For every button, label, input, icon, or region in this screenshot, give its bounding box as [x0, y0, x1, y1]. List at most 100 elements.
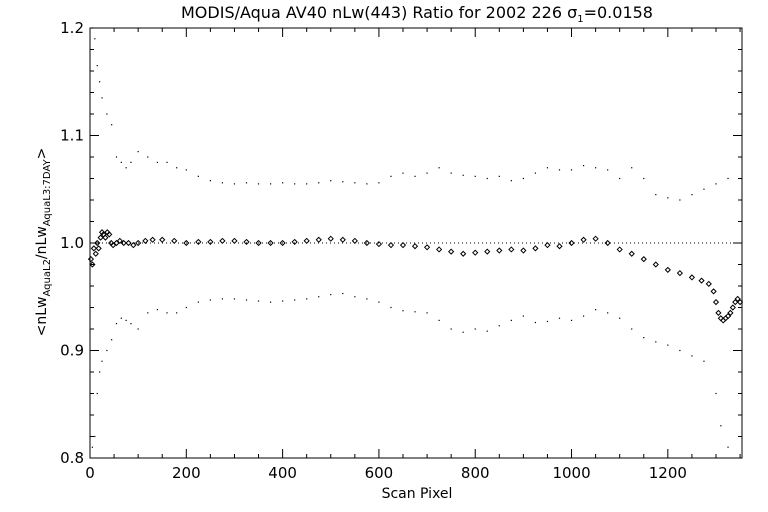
- lower-envelope-point: [546, 320, 549, 323]
- upper-envelope-point: [582, 165, 585, 167]
- mean-ratio-point: [159, 236, 166, 243]
- upper-envelope-point: [679, 199, 681, 201]
- mean-ratio-point: [363, 239, 370, 247]
- lower-envelope-point: [294, 299, 296, 301]
- x-tick-label: 200: [172, 464, 201, 482]
- x-tick-label: 0: [85, 464, 95, 482]
- upper-envelope-point: [390, 175, 392, 177]
- upper-envelope-point: [245, 182, 248, 184]
- upper-envelope-point: [691, 194, 693, 196]
- lower-envelope-point: [342, 292, 344, 295]
- mean-ratio-point: [327, 235, 334, 242]
- mean-ratio-point: [125, 239, 132, 247]
- lower-envelope-point: [233, 298, 236, 300]
- lower-envelope-point: [607, 312, 609, 314]
- mean-ratio-point: [97, 234, 104, 241]
- mean-ratio-point: [688, 274, 696, 281]
- y-label-open: <nLw: [34, 296, 50, 336]
- mean-ratio-point: [110, 242, 117, 249]
- lower-envelope-point: [667, 344, 669, 346]
- mean-ratio-point: [87, 256, 95, 263]
- y-label-sub2: AquaL3:7DAY: [42, 158, 53, 226]
- upper-envelope-point: [486, 177, 488, 180]
- upper-envelope-point: [703, 188, 705, 190]
- mean-ratio-point: [207, 238, 214, 246]
- upper-envelope-point: [99, 81, 101, 83]
- plot-frame: [89, 27, 743, 459]
- upper-envelope-point: [727, 177, 729, 180]
- upper-envelope-point: [558, 169, 561, 171]
- mean-ratio-point: [92, 250, 99, 257]
- upper-envelope-point: [402, 172, 404, 174]
- x-tick-label: 1200: [649, 464, 687, 482]
- mean-ratio-point: [616, 246, 623, 253]
- lower-envelope-point: [703, 360, 705, 362]
- upper-envelope-point: [378, 182, 380, 184]
- upper-envelope-point: [125, 167, 127, 169]
- upper-envelope-point: [147, 156, 149, 158]
- upper-envelope-point: [221, 182, 224, 184]
- upper-envelope-point: [185, 169, 187, 171]
- upper-envelope-point: [282, 182, 284, 184]
- x-tick-label: 400: [268, 464, 297, 482]
- upper-envelope-point: [115, 156, 118, 158]
- title-sigma-symbol: σ: [567, 3, 577, 22]
- y-axis-label: <nLwAquaL2/nLwAquaL3:7DAY>: [34, 148, 53, 337]
- upper-envelope-point: [426, 172, 428, 174]
- mean-ratio-point: [315, 236, 322, 243]
- upper-envelope-point: [570, 169, 573, 171]
- mean-ratio-point: [727, 309, 734, 316]
- lower-envelope-point: [534, 321, 537, 324]
- mean-ratio-point: [135, 239, 142, 247]
- lower-envelope-point: [147, 312, 149, 314]
- y-label-sub1: AquaL2: [42, 259, 53, 296]
- mean-ratio-point: [116, 237, 123, 244]
- lower-envelope-point: [462, 331, 464, 333]
- lower-envelope-point: [450, 328, 452, 330]
- upper-envelope-point: [106, 113, 108, 115]
- upper-envelope-point: [450, 172, 452, 174]
- chart-title: MODIS/Aqua AV40 nLw(443) Ratio for 2002 …: [181, 3, 653, 25]
- lower-envelope-point: [679, 349, 681, 352]
- lower-envelope-point: [111, 339, 113, 341]
- mean-ratio-point: [339, 236, 346, 243]
- lower-envelope-point: [510, 319, 512, 321]
- lower-envelope-point: [330, 294, 332, 296]
- lower-envelope-point: [101, 360, 103, 362]
- lower-envelope-point: [185, 306, 187, 309]
- y-tick-label: 1.2: [60, 19, 84, 37]
- lower-envelope-point: [94, 435, 96, 438]
- lower-envelope-point: [727, 446, 729, 448]
- upper-envelope-point: [643, 177, 645, 180]
- upper-envelope-point: [462, 174, 464, 176]
- upper-envelope-point: [510, 180, 512, 182]
- lower-envelope-point: [99, 371, 101, 373]
- mean-ratio-point: [120, 239, 127, 247]
- lower-envelope-point: [306, 298, 308, 300]
- plot-area: 0 200 400 600 800 1000 1200 0.8 0.9 1.0 1.1 1.2: [60, 19, 744, 482]
- mean-ratio-point: [580, 236, 587, 243]
- x-tick-label: 1000: [552, 464, 590, 482]
- lower-envelope-point: [176, 312, 178, 314]
- lower-envelope-point: [691, 355, 693, 357]
- title-sigma-subscript: 1: [577, 14, 583, 25]
- upper-envelope-point: [474, 175, 476, 177]
- title-prefix: MODIS/Aqua AV40 nLw(443) Ratio for 2002 …: [181, 3, 567, 22]
- mean-ratio-point: [142, 237, 149, 244]
- upper-envelope-point: [101, 97, 103, 99]
- lower-envelope-point: [209, 299, 211, 301]
- upper-envelope-point: [156, 161, 159, 163]
- lower-envelope-point: [125, 319, 127, 321]
- upper-envelope-point: [176, 167, 178, 169]
- lower-envelope-point: [486, 330, 488, 332]
- lower-envelope-point: [221, 298, 224, 300]
- mean-ratio-point: [472, 249, 479, 256]
- upper-envelope-point: [137, 151, 139, 153]
- lower-envelope-point: [631, 328, 633, 330]
- mean-ratio-point: [496, 247, 503, 254]
- upper-envelope-point: [94, 38, 96, 40]
- lower-envelope-point: [715, 392, 717, 395]
- mean-ratio-point: [90, 245, 97, 252]
- x-tick-label: 600: [365, 464, 394, 482]
